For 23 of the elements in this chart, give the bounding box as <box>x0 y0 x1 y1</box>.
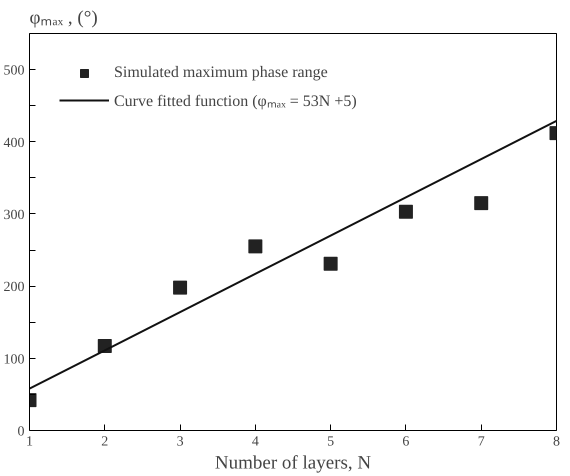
x-tick-label: 4 <box>252 434 259 450</box>
y-tick-label: 300 <box>4 208 24 223</box>
point <box>474 196 488 210</box>
legend-label: Curve fitted function (φₘₐₓ = 53N +5) <box>114 92 357 111</box>
point <box>398 204 413 219</box>
x-tick-label: 1 <box>26 434 33 450</box>
y-tick-label: 500 <box>4 64 24 79</box>
x-tick-label: 3 <box>176 434 184 450</box>
point <box>173 280 188 295</box>
y-tick-label: 100 <box>4 352 24 368</box>
x-tick-label: 5 <box>327 434 334 450</box>
x-tick-label: 2 <box>101 434 108 450</box>
legend-label: Simulated maximum phase range <box>114 64 328 82</box>
x-tick-label: 7 <box>478 434 485 450</box>
x-tick-label: 6 <box>402 434 410 450</box>
x-axis-title: Number of layers, N <box>214 452 372 474</box>
y-tick-label: 0 <box>18 424 24 440</box>
y-tick-label: 200 <box>4 280 24 296</box>
y-tick-label: 400 <box>4 136 24 151</box>
point <box>324 256 338 271</box>
x-tick-label: 8 <box>553 434 560 450</box>
point <box>248 239 262 254</box>
y-axis-title: φₘₐₓ , (°) <box>30 8 98 28</box>
